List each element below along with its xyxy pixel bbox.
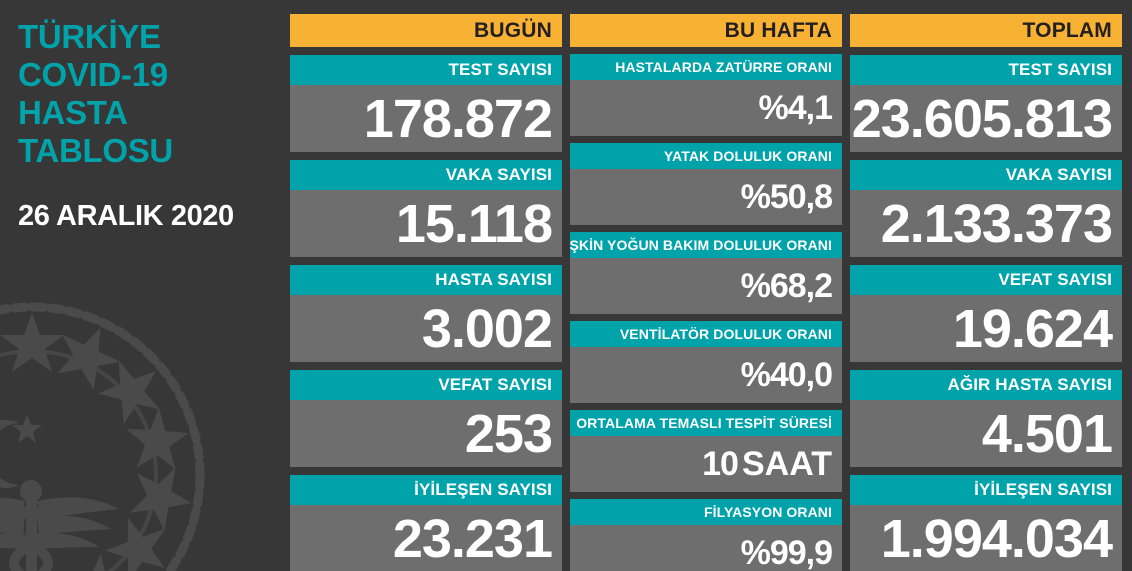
stat-value-text: 15.118 (395, 193, 553, 254)
stat-label-text: İYİLEŞEN SAYISI (414, 480, 552, 499)
stat-label-text: VAKA SAYISI (445, 165, 552, 184)
stat-row: HASTA SAYISI 3.002 (290, 265, 562, 362)
stat-value-text: 23.605.813 (851, 88, 1113, 149)
stat-label: VAKA SAYISI (850, 160, 1122, 190)
column-header-this-week: BU HAFTA (570, 14, 842, 47)
column-total: TOPLAM TEST SAYISI 23.605.813 VAKA SAYIS… (850, 14, 1122, 571)
stat-value-text: %99,9 (740, 533, 833, 571)
stat-row: VAKA SAYISI 15.118 (290, 160, 562, 257)
stat-row: TEST SAYISI 23.605.813 (850, 55, 1122, 152)
stat-label: TEST SAYISI (850, 55, 1122, 85)
column-header-today-label: BUGÜN (474, 18, 552, 42)
title-line-3: HASTA (18, 94, 128, 131)
stat-label: İYİLEŞEN SAYISI (850, 475, 1122, 505)
stat-value-text: 1.994.034 (880, 508, 1113, 569)
title-line-1: TÜRKİYE (18, 18, 161, 55)
stat-label-text: YATAK DOLULUK ORANI (663, 148, 832, 164)
stat-label: HASTA SAYISI (290, 265, 562, 295)
stat-label-text: İYİLEŞEN SAYISI (974, 480, 1112, 499)
stat-value-text: 253 (464, 403, 553, 464)
stat-value-text: 4.501 (981, 403, 1113, 464)
stat-row: YATAK DOLULUK ORANI %50,8 (570, 143, 842, 225)
stat-value: 23.605.813 (850, 85, 1122, 152)
stat-value: 253 (290, 400, 562, 467)
stat-value-text: %50,8 (740, 177, 833, 216)
title-line-2: COVID-19 (18, 56, 168, 93)
stat-value-unit: SAAT (741, 444, 832, 483)
stat-row: İYİLEŞEN SAYISI 1.994.034 (850, 475, 1122, 571)
stat-label-text: VENTİLATÖR DOLULUK ORANI (619, 326, 832, 342)
stat-value: %68,2 (570, 258, 842, 314)
stat-value: %4,1 (570, 80, 842, 136)
stat-label: TEST SAYISI (290, 55, 562, 85)
stat-row: VEFAT SAYISI 253 (290, 370, 562, 467)
stat-value-text: 3.002 (421, 298, 553, 359)
stat-value-text: 10 (702, 444, 739, 483)
stat-label: İYİLEŞEN SAYISI (290, 475, 562, 505)
stat-label: VEFAT SAYISI (850, 265, 1122, 295)
stat-label: YATAK DOLULUK ORANI (570, 143, 842, 169)
stat-label-text: ORTALAMA TEMASLI TESPİT SÜRESİ (576, 415, 832, 431)
stat-value: 4.501 (850, 400, 1122, 467)
title-panel: TÜRKİYE COVID-19 HASTA TABLOSU 26 ARALIK… (0, 0, 285, 571)
stat-value-text: 178.872 (363, 88, 553, 149)
report-date: 26 ARALIK 2020 (18, 200, 234, 232)
stat-value: %40,0 (570, 347, 842, 403)
stat-label: FİLYASYON ORANI (570, 499, 842, 525)
stat-label: VAKA SAYISI (290, 160, 562, 190)
stat-value: 178.872 (290, 85, 562, 152)
stat-row: İYİLEŞEN SAYISI 23.231 (290, 475, 562, 571)
column-this-week: BU HAFTA HASTALARDA ZATÜRRE ORANI %4,1 Y… (570, 14, 842, 571)
column-today: BUGÜN TEST SAYISI 178.872 VAKA SAYISI 15… (290, 14, 562, 571)
stat-value: 3.002 (290, 295, 562, 362)
column-header-this-week-label: BU HAFTA (724, 18, 832, 42)
stat-label: VENTİLATÖR DOLULUK ORANI (570, 321, 842, 347)
stat-value: 23.231 (290, 505, 562, 571)
stat-label: ERİŞKİN YOĞUN BAKIM DOLULUK ORANI (570, 232, 842, 258)
stat-value: %99,9 (570, 525, 842, 571)
stat-label-text: TEST SAYISI (448, 60, 552, 79)
stat-row: FİLYASYON ORANI %99,9 (570, 499, 842, 571)
title-line-4: TABLOSU (18, 132, 173, 169)
stat-value: 15.118 (290, 190, 562, 257)
stat-row: AĞIR HASTA SAYISI 4.501 (850, 370, 1122, 467)
stat-row: HASTALARDA ZATÜRRE ORANI %4,1 (570, 54, 842, 136)
stat-label-text: VAKA SAYISI (1005, 165, 1112, 184)
stat-label: AĞIR HASTA SAYISI (850, 370, 1122, 400)
stat-label-text: HASTA SAYISI (435, 270, 552, 289)
stat-label-text: VEFAT SAYISI (438, 375, 552, 394)
page-title: TÜRKİYE COVID-19 HASTA TABLOSU (18, 18, 268, 170)
stat-label: VEFAT SAYISI (290, 370, 562, 400)
stat-value-text: %68,2 (740, 266, 833, 305)
stat-value: 19.624 (850, 295, 1122, 362)
column-header-total: TOPLAM (850, 14, 1122, 47)
stat-row: VEFAT SAYISI 19.624 (850, 265, 1122, 362)
stat-row: ORTALAMA TEMASLI TESPİT SÜRESİ 10 SAAT (570, 410, 842, 492)
column-header-today: BUGÜN (290, 14, 562, 47)
stat-value: 10 SAAT (570, 436, 842, 492)
stat-value-text: 19.624 (952, 298, 1113, 359)
stat-label-text: HASTALARDA ZATÜRRE ORANI (615, 59, 832, 75)
stat-value-text: %40,0 (740, 355, 833, 394)
stat-row: TEST SAYISI 178.872 (290, 55, 562, 152)
stat-value: %50,8 (570, 169, 842, 225)
stat-value: 1.994.034 (850, 505, 1122, 571)
stat-label-text: VEFAT SAYISI (998, 270, 1112, 289)
stat-label-text: TEST SAYISI (1008, 60, 1112, 79)
stat-label-text: FİLYASYON ORANI (703, 504, 832, 520)
stat-row: VENTİLATÖR DOLULUK ORANI %40,0 (570, 321, 842, 403)
stat-value-text: 2.133.373 (880, 193, 1113, 254)
stat-label: ORTALAMA TEMASLI TESPİT SÜRESİ (570, 410, 842, 436)
stat-label-text: AĞIR HASTA SAYISI (947, 375, 1112, 394)
column-header-total-label: TOPLAM (1022, 18, 1112, 42)
stat-value: 2.133.373 (850, 190, 1122, 257)
stat-label: HASTALARDA ZATÜRRE ORANI (570, 54, 842, 80)
stat-row: VAKA SAYISI 2.133.373 (850, 160, 1122, 257)
stat-label-text: ERİŞKİN YOĞUN BAKIM DOLULUK ORANI (570, 237, 832, 253)
stat-value-text: 23.231 (392, 508, 553, 569)
stat-value-text: %4,1 (758, 88, 833, 127)
stat-row: ERİŞKİN YOĞUN BAKIM DOLULUK ORANI %68,2 (570, 232, 842, 314)
